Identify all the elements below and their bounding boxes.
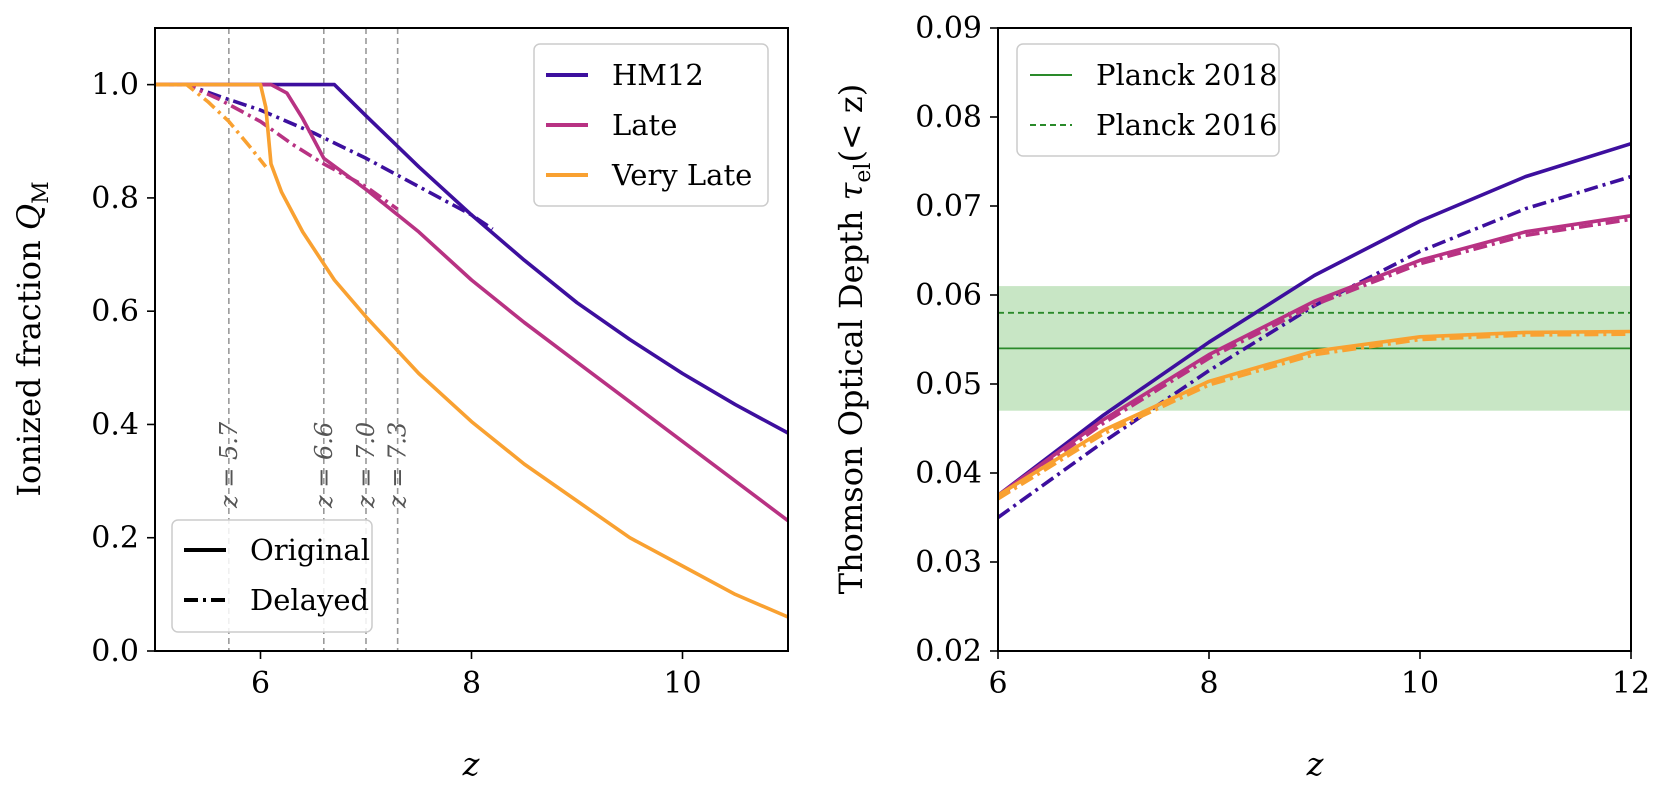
ionized-fraction-chart: z = 5.7 z = 6.6 z = 7.0 z = 7.3 6 8 10 0.0 0.2 0… [10, 27, 790, 783]
optical-depth-chart: 6 8 10 12 0.02 0.03 0.04 0.05 0.06 0.07 0.08 0.09 z… [832, 11, 1650, 783]
y-tick-label: 0.04 [915, 456, 982, 491]
x-tick-label: 12 [1612, 666, 1650, 701]
legend-label-hm12: HM12 [612, 58, 704, 92]
legend-models-box [533, 43, 769, 207]
left-xlabel: z [462, 745, 481, 783]
right-plot-frame [997, 27, 1632, 652]
vline-label: z = 7.3 [384, 422, 412, 509]
y-tick-label: 0.09 [915, 11, 982, 46]
y-tick-label: 0.02 [915, 634, 982, 669]
vline-label: z = 5.7 [215, 421, 243, 509]
y-tick-label: 0.2 [91, 521, 139, 556]
right-xlabel: z [1306, 745, 1325, 783]
legend-models: HM12 Late Very Late [533, 43, 769, 207]
x-tick-label: 6 [251, 666, 270, 701]
x-tick-label: 8 [462, 666, 481, 701]
y-tick-label: 0.6 [91, 294, 139, 329]
series-late-delayed [155, 82, 399, 211]
y-tick-label: 0.0 [91, 634, 139, 669]
legend-label-late: Late [612, 108, 677, 142]
series-very-late-original [997, 329, 1632, 497]
legend-label-delayed: Delayed [250, 583, 369, 617]
legend-label-planck2018: Planck 2018 [1096, 58, 1278, 92]
x-tick-label: 6 [988, 666, 1007, 701]
y-tick-label: 0.4 [91, 407, 139, 442]
y-tick-label: 0.8 [91, 181, 139, 216]
series-late-delayed [996, 217, 1632, 500]
series-late-original [155, 82, 790, 523]
y-tick-label: 0.08 [915, 100, 982, 135]
x-tick-label: 8 [1199, 666, 1218, 701]
series-hm12-original [996, 141, 1632, 497]
series-hm12-delayed [155, 82, 494, 231]
legend-label-verylate: Very Late [611, 158, 752, 192]
legend-planck-box [1016, 43, 1280, 157]
right-ylabel: Thomson Optical Depth τel(< z) [832, 84, 876, 595]
vline-label: z = 6.6 [310, 422, 338, 509]
x-tick-label: 10 [1401, 666, 1439, 701]
y-tick-label: 0.05 [915, 367, 982, 402]
legend-label-planck2016: Planck 2016 [1096, 108, 1278, 142]
legend-planck: Planck 2018 Planck 2016 [1016, 43, 1280, 157]
series-very-late-delayed [155, 82, 268, 168]
vline-label: z = 7.0 [352, 422, 380, 509]
left-ylabel: Ionized fraction QM [10, 181, 54, 496]
y-tick-label: 0.03 [915, 545, 982, 580]
series-late-original [996, 214, 1632, 497]
series-very-late-original [155, 82, 789, 619]
y-tick-label: 0.06 [915, 278, 982, 313]
legend-label-original: Original [250, 533, 370, 567]
y-tick-label: 0.07 [915, 189, 982, 224]
x-tick-label: 10 [663, 666, 701, 701]
series-hm12-original [155, 82, 789, 435]
y-tick-label: 1.0 [91, 68, 139, 103]
legend-styles: Original Delayed [171, 519, 373, 633]
